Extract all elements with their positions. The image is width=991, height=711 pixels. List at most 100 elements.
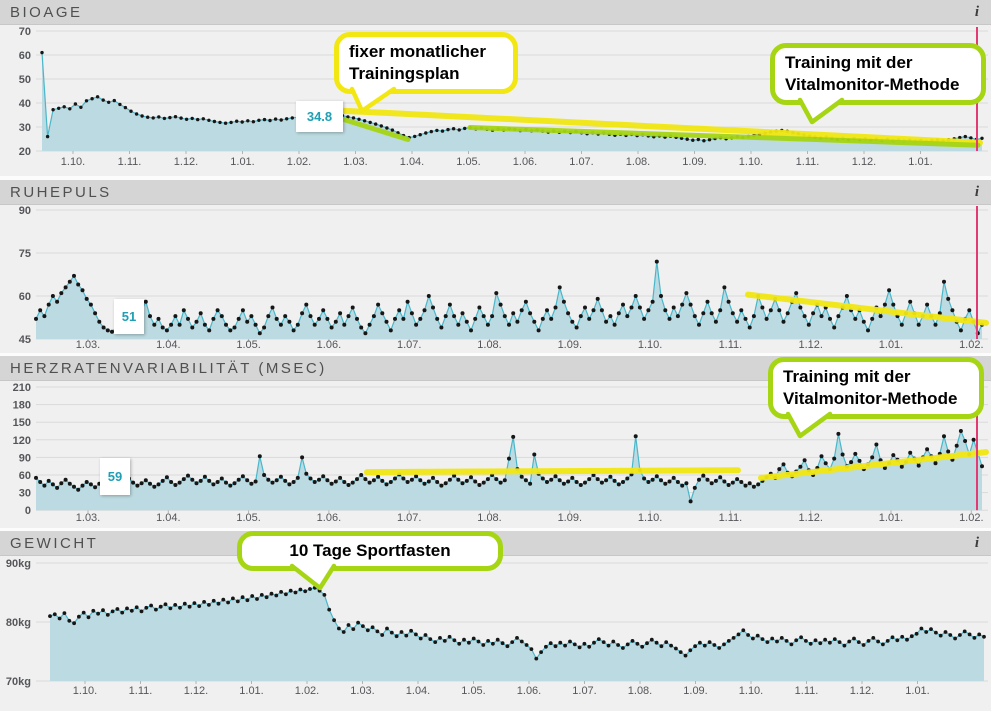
data-point	[393, 476, 397, 481]
data-point	[394, 634, 399, 639]
data-point	[640, 644, 645, 649]
data-point	[572, 642, 577, 647]
data-point	[156, 482, 161, 487]
data-point	[485, 322, 490, 327]
plot-area[interactable]: 90 75 60 45 1.03. 1.04. 1.05. 1.06. 1.07. 1.08. 1.…	[0, 205, 991, 353]
data-point	[948, 633, 953, 637]
data-point	[149, 603, 154, 608]
data-point	[148, 314, 152, 319]
data-point	[228, 328, 233, 333]
x-tick-label: 1.11.	[129, 685, 153, 697]
data-point	[962, 629, 967, 634]
data-point	[819, 314, 824, 319]
data-point	[190, 116, 194, 121]
data-point	[684, 481, 689, 486]
x-tick-label: 1.10.	[61, 156, 85, 168]
chart-header: RUHEPULS i	[0, 180, 991, 205]
data-point	[439, 325, 444, 330]
x-tick-label: 1.01.	[239, 685, 263, 697]
data-point	[84, 99, 89, 103]
data-point	[129, 608, 134, 613]
data-point	[384, 319, 389, 324]
x-tick-label: 1.12.	[184, 685, 208, 697]
data-point	[374, 122, 378, 126]
data-point	[143, 299, 148, 304]
data-point	[747, 481, 752, 486]
data-point	[207, 478, 212, 483]
data-point	[946, 296, 951, 301]
y-tick-label: 40	[19, 98, 31, 110]
data-point	[223, 121, 228, 125]
data-point	[207, 328, 212, 333]
plot-area[interactable]: 90kg 80kg 70kg 1.10. 1.11. 1.12. 1.01. 1.02. 1.0…	[0, 556, 991, 711]
data-point	[101, 98, 105, 102]
data-point	[278, 474, 283, 479]
data-point	[596, 637, 601, 641]
data-point	[908, 450, 913, 455]
y-tick-label: 120	[13, 435, 31, 447]
plot-area[interactable]: 70 60 50 40 30 20 1.10. 1.11. 1.12. 1.01. 1.02. 1.0…	[0, 25, 991, 176]
data-point	[836, 431, 841, 436]
data-point	[756, 482, 761, 487]
data-point	[654, 474, 659, 479]
x-tick-label: 1.01.	[905, 685, 929, 697]
data-point	[285, 117, 289, 121]
data-point	[120, 610, 125, 615]
data-point	[72, 484, 76, 489]
data-point	[680, 302, 685, 307]
data-point	[186, 316, 190, 321]
data-point	[457, 128, 461, 132]
data-point	[129, 109, 133, 113]
data-point	[414, 474, 419, 479]
data-point	[507, 456, 511, 461]
data-point	[181, 477, 186, 482]
data-point	[870, 455, 875, 460]
data-point	[122, 480, 127, 484]
x-tick-label: 1.03.	[343, 156, 367, 168]
x-tick-label: 1.01.	[879, 512, 903, 524]
x-tick-label: 1.06.	[513, 156, 537, 168]
data-point	[566, 311, 571, 316]
data-point	[435, 316, 440, 321]
y-tick-label: 50	[19, 74, 31, 86]
data-point	[768, 308, 773, 313]
data-point	[245, 319, 250, 324]
data-point	[393, 316, 397, 321]
data-point	[363, 331, 368, 336]
data-point	[697, 322, 701, 327]
info-icon[interactable]: i	[974, 359, 979, 376]
data-point	[646, 308, 651, 313]
data-point	[173, 115, 178, 119]
data-point	[287, 319, 292, 324]
data-point	[507, 322, 511, 327]
data-point	[722, 642, 726, 647]
data-point	[746, 633, 750, 637]
y-tick-label: 30	[19, 122, 31, 134]
info-icon[interactable]: i	[974, 534, 979, 551]
data-point	[273, 117, 278, 121]
info-icon[interactable]: i	[974, 3, 979, 20]
data-point	[891, 302, 896, 307]
data-point	[842, 643, 847, 648]
data-point	[118, 482, 123, 487]
data-point	[126, 476, 131, 481]
data-point	[401, 316, 406, 321]
data-point	[464, 319, 469, 324]
data-point	[158, 604, 163, 609]
chart-header: HERZRATENVARIABILITÄT (MSEC) i	[0, 356, 991, 381]
data-point	[853, 316, 858, 321]
data-point	[804, 639, 808, 643]
data-point	[735, 319, 740, 324]
plot-area[interactable]: 210 180 150 120 90 60 30 0 1.03. 1.04. 1.05. 1.06. 1…	[0, 381, 991, 528]
data-point	[958, 429, 963, 433]
info-icon[interactable]: i	[974, 183, 979, 200]
data-point	[866, 328, 870, 333]
data-point	[667, 316, 672, 321]
data-point	[799, 635, 803, 640]
data-point	[110, 473, 114, 478]
series-area	[36, 261, 982, 339]
data-point	[342, 480, 347, 484]
data-point	[692, 314, 697, 319]
data-point	[216, 601, 221, 606]
data-point	[548, 641, 553, 646]
